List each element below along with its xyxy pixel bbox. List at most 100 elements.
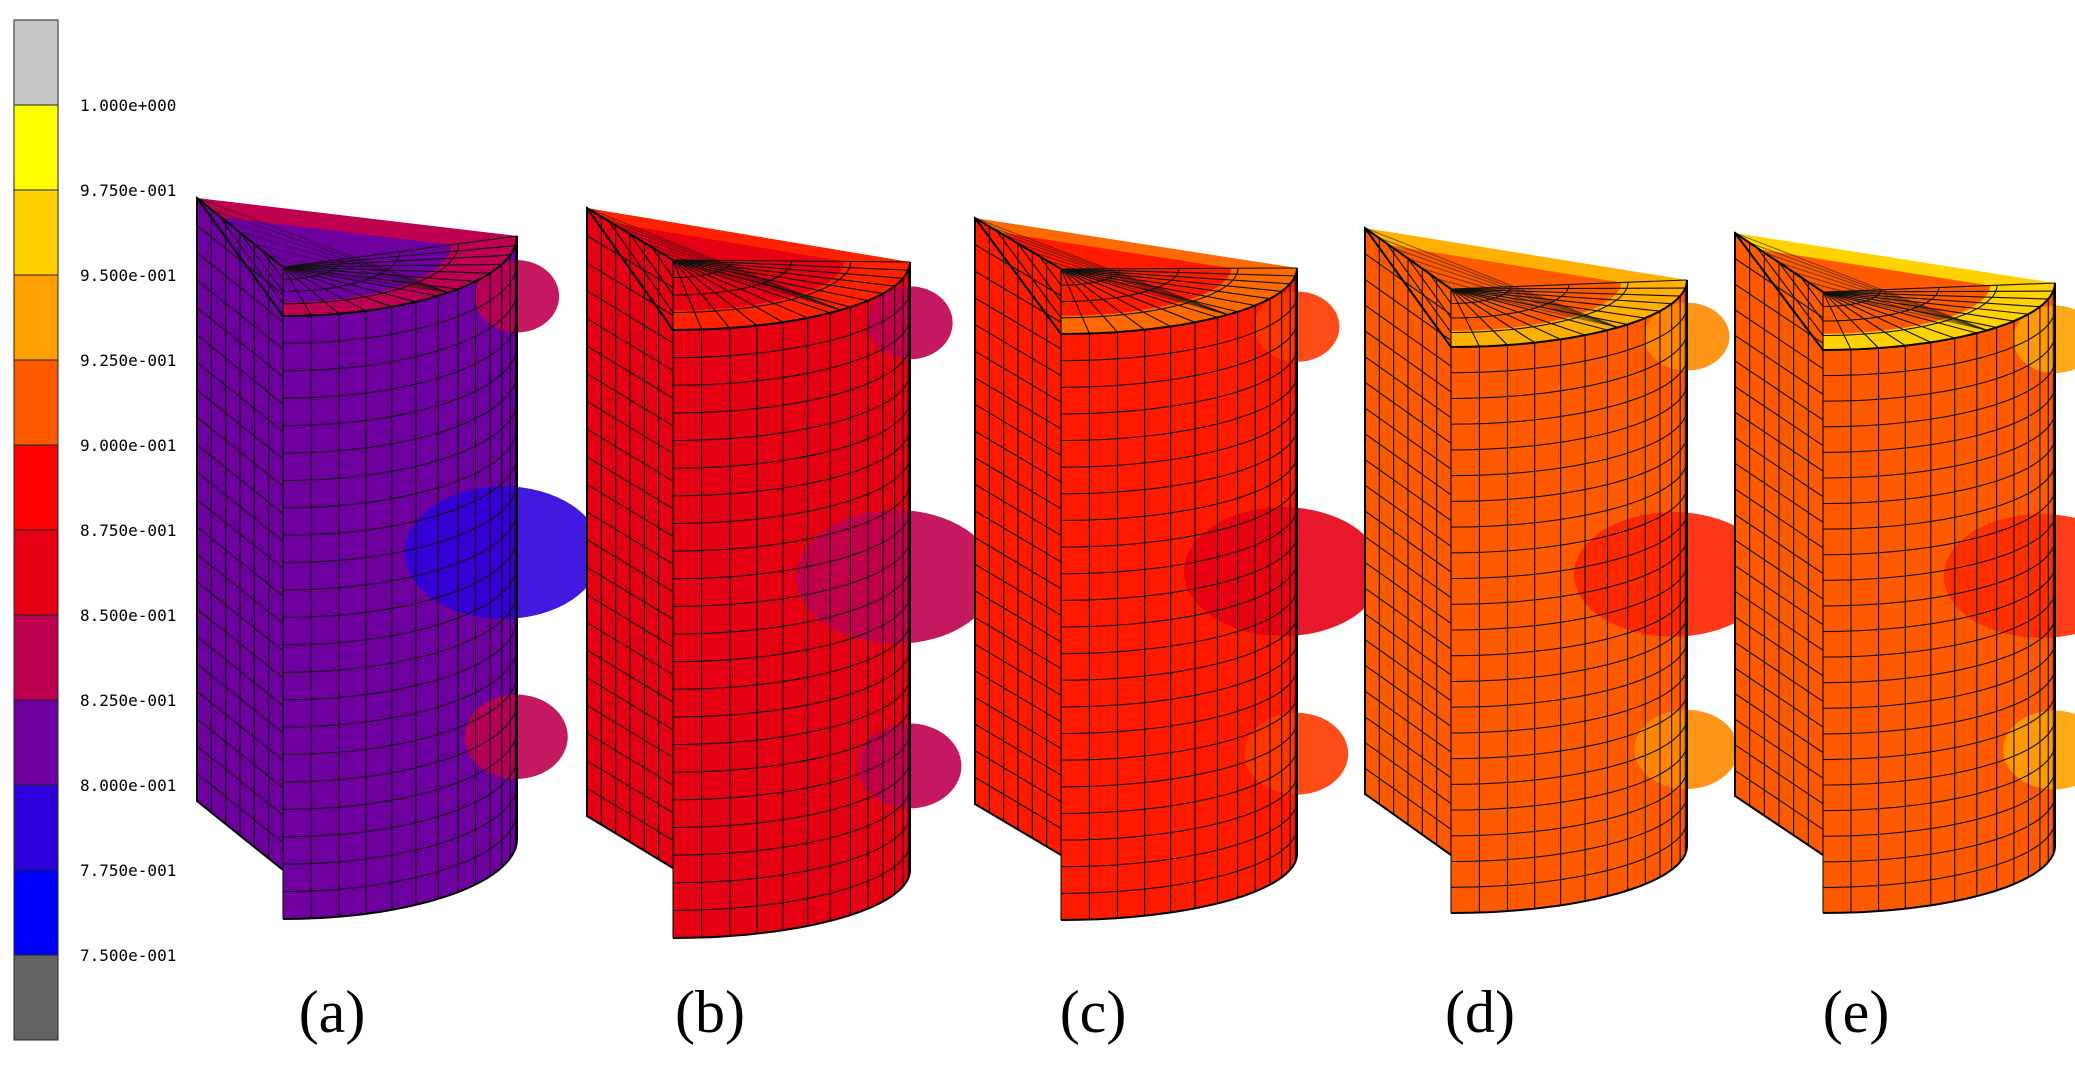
- mesh-line: [1822, 308, 2056, 377]
- mesh-line: [1822, 564, 2056, 633]
- mesh-line: [196, 663, 284, 734]
- mesh-line: [196, 499, 284, 569]
- mesh-line: [1364, 253, 1452, 316]
- outline: [282, 838, 518, 920]
- mesh-line: [1407, 258, 1570, 319]
- mesh-line: [673, 731, 911, 801]
- legend-swatch: [13, 529, 59, 616]
- mesh-line: [974, 750, 1062, 803]
- mesh-line: [196, 279, 284, 350]
- legend-tick-label: 9.750e-001: [80, 181, 176, 200]
- mesh-line: [974, 590, 1062, 643]
- mesh-line: [1451, 408, 1688, 477]
- legend-swatch: [13, 869, 59, 956]
- mesh-line: [658, 250, 841, 311]
- outline: [586, 207, 911, 332]
- mesh-line: [1060, 560, 1298, 628]
- mesh-line: [1046, 259, 1229, 316]
- legend-swatch: [13, 614, 59, 701]
- mesh-line: [1822, 590, 2056, 658]
- mesh-line: [1734, 565, 1824, 626]
- mesh-line: [1823, 538, 2056, 607]
- mesh-line: [1060, 268, 1090, 334]
- mesh-line: [1450, 537, 1688, 605]
- mesh-line: [673, 676, 911, 746]
- mesh-line: [282, 427, 518, 509]
- legend-swatch: [13, 699, 59, 786]
- mesh-line: [196, 553, 284, 624]
- mesh-line: [586, 622, 674, 676]
- mesh-line: [1450, 288, 1646, 319]
- mesh-line: [1734, 718, 1824, 779]
- mesh-line: [672, 842, 911, 911]
- mesh-line: [1364, 613, 1452, 676]
- mesh-line: [1060, 268, 1196, 323]
- mesh-line: [673, 814, 911, 884]
- mesh-line: [974, 457, 1062, 510]
- mesh-line: [1061, 667, 1298, 735]
- mesh-line: [644, 242, 841, 311]
- mesh-line: [1450, 279, 1688, 290]
- mesh-line: [196, 444, 284, 515]
- mesh-line: [1734, 462, 1824, 523]
- mesh-line: [196, 526, 284, 597]
- mesh-line: [1060, 268, 1229, 316]
- mesh-line: [1822, 410, 2056, 479]
- mesh-line: [1032, 251, 1229, 316]
- mesh-line: [196, 416, 284, 487]
- mesh-line: [586, 290, 674, 344]
- mesh-line: [282, 510, 518, 591]
- mesh-line: [282, 811, 518, 893]
- mesh-line: [1734, 744, 1824, 805]
- mesh-line: [283, 647, 518, 728]
- mesh-line: [1823, 743, 2056, 812]
- mesh-line: [282, 266, 417, 303]
- mesh-line: [1734, 769, 1824, 830]
- mesh-line: [1734, 386, 1824, 447]
- mesh-line: [586, 677, 674, 731]
- mesh-line: [1822, 641, 2056, 709]
- mesh-line: [1823, 513, 2056, 581]
- mesh-line: [1823, 462, 2056, 530]
- mesh-line: [1450, 331, 1688, 400]
- legend-tick-label: 8.500e-001: [80, 606, 176, 625]
- mesh-line: [1003, 234, 1229, 316]
- mesh-line: [196, 389, 284, 460]
- mesh-line: [1734, 488, 1824, 549]
- mesh-line: [1364, 433, 1452, 496]
- mesh-line: [608, 220, 852, 314]
- mesh-line: [196, 718, 284, 789]
- mesh-line: [1823, 794, 2056, 863]
- outline: [1734, 231, 1824, 856]
- mesh-line: [1364, 664, 1452, 727]
- mesh-line: [1060, 268, 1238, 313]
- mesh-line: [1734, 360, 1824, 421]
- panel-e: (e): [1734, 231, 2075, 1045]
- mesh-line: [1364, 381, 1452, 444]
- mesh-line: [282, 266, 392, 308]
- mesh-line: [283, 619, 518, 701]
- mesh-line: [673, 648, 911, 718]
- mesh-line: [1450, 614, 1688, 683]
- mesh-line: [1822, 385, 2056, 453]
- legend-tick-label: 8.750e-001: [80, 521, 176, 540]
- mesh-line: [974, 430, 1062, 483]
- mesh-line: [1060, 268, 1256, 307]
- mesh-line: [586, 373, 674, 427]
- mesh-line: [283, 290, 518, 372]
- legend-tick-label: 8.000e-001: [80, 776, 176, 795]
- mesh-line: [1060, 401, 1298, 468]
- mesh-line: [586, 318, 674, 372]
- mesh-line: [1450, 434, 1688, 502]
- mesh-line: [1734, 641, 1824, 702]
- panel-caption: (c): [1060, 979, 1127, 1045]
- mesh-line: [1364, 510, 1452, 573]
- outline: [1734, 232, 2056, 352]
- mesh-line: [1060, 321, 1298, 388]
- mesh-line: [672, 483, 911, 552]
- mesh-line: [672, 259, 703, 330]
- legend-swatch: [13, 19, 59, 106]
- mesh-line: [283, 318, 518, 399]
- mesh-line: [1451, 794, 1688, 863]
- mesh-line: [672, 787, 911, 856]
